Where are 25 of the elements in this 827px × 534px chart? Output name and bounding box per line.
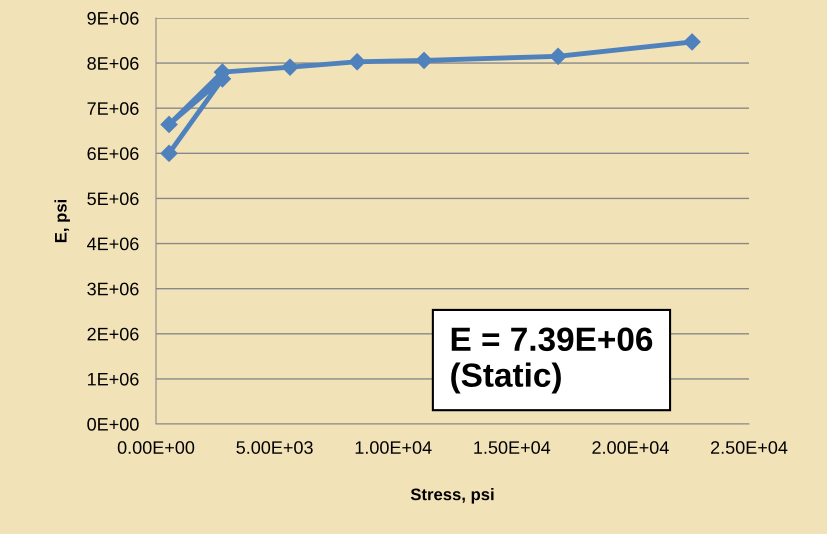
y-tick-label: 4E+06 (87, 237, 139, 250)
y-tick-label: 7E+06 (88, 102, 139, 115)
y-tick-label: 5E+06 (87, 192, 139, 206)
x-axis-title: Stress, psi (410, 488, 494, 504)
y-tick-label: 0E+00 (87, 418, 139, 431)
y-tick-label: 3E+06 (87, 282, 139, 296)
x-tick-label: 5.00E+03 (236, 441, 313, 454)
point (550, 48, 567, 65)
x-tick-label: 2.00E+04 (592, 441, 669, 454)
point (684, 33, 701, 50)
y-tick-label: 8E+06 (87, 57, 139, 70)
x-tick-label: 1.00E+04 (356, 441, 432, 454)
point (281, 58, 299, 76)
point (160, 144, 178, 162)
point (348, 53, 366, 70)
x-tick-label: 0.00E+00 (118, 441, 194, 454)
x-tick-label: 2.50E+04 (711, 441, 788, 454)
y-axis-title: E, psi (54, 200, 70, 242)
y-tick-label: 1E+06 (88, 372, 139, 386)
y-tick-label: 6E+06 (88, 147, 139, 160)
x-tick-label: 1.50E+04 (474, 441, 550, 454)
y-tick-label: 9E+06 (87, 12, 139, 25)
point (160, 116, 178, 134)
annotation: E = 7.39E+06 (Static) (451, 327, 652, 394)
y-tick-label: 2E+06 (88, 328, 139, 340)
